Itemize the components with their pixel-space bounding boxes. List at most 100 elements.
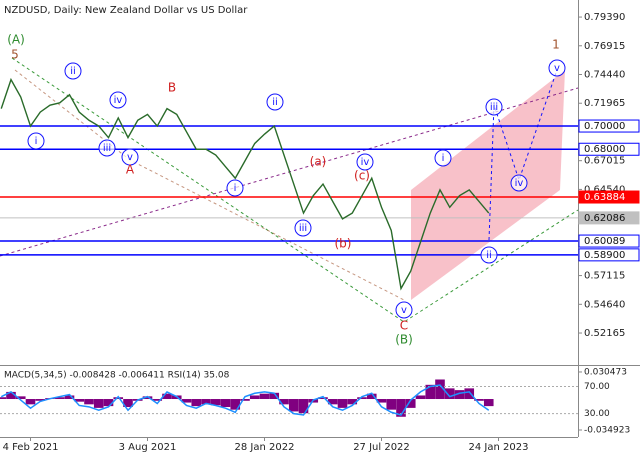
macd-bar — [162, 393, 172, 400]
macd-bar — [220, 399, 231, 408]
macd-bar — [64, 395, 75, 400]
wave-circle — [121, 148, 139, 166]
y-tick-label: 0.67015 — [584, 156, 625, 167]
level-label: 0.60089 — [584, 236, 625, 247]
macd-bar — [249, 395, 260, 400]
macd-bar — [259, 393, 270, 400]
y-tick-label: 0.57115 — [584, 271, 625, 282]
macd-bar — [337, 399, 348, 408]
macd-bar — [288, 399, 299, 412]
wave-circle — [64, 62, 82, 80]
wave-circle — [395, 301, 413, 319]
wave-label: 1 — [552, 38, 560, 52]
macd-bar — [464, 388, 475, 400]
level-label: 0.58900 — [584, 250, 625, 261]
wave-label: (A) — [7, 33, 25, 47]
wave-label: ii — [486, 250, 492, 261]
projection — [488, 69, 558, 241]
wave-label: A — [126, 163, 135, 177]
wave-label: iii — [103, 143, 111, 154]
macd-bar — [347, 399, 358, 405]
macd-bar — [6, 391, 16, 400]
macd-bar — [318, 397, 328, 400]
wave-label: (B) — [395, 333, 413, 347]
y-tick-label: 0.74440 — [584, 70, 625, 81]
macd-bar — [152, 399, 163, 401]
macd-bar — [93, 399, 104, 408]
wave-label: i — [234, 183, 237, 194]
wave-circle — [98, 139, 116, 157]
channel — [411, 70, 565, 300]
macd-bar — [201, 399, 211, 405]
level-box — [578, 142, 640, 156]
wave-label: iv — [114, 95, 123, 106]
wave-label: i — [35, 136, 38, 147]
level-box — [578, 234, 640, 248]
wave-circle — [356, 153, 374, 171]
macd-bar — [444, 388, 455, 400]
wave-label: iii — [299, 223, 307, 234]
wave-circle — [27, 132, 45, 150]
macd-bar — [327, 399, 338, 405]
level-label: 0.62086 — [584, 213, 625, 224]
macd-bar — [415, 395, 426, 400]
y-tick-label: 0.79390 — [584, 12, 625, 23]
macd-bar — [279, 399, 289, 405]
wave-circle — [485, 98, 503, 116]
wave-label: C — [400, 319, 408, 333]
y-tick-label: -0.034923 — [584, 426, 630, 436]
wave-label: i — [442, 153, 445, 164]
wave-circle — [294, 219, 312, 237]
macd-bar — [54, 397, 65, 400]
macd-bar — [425, 384, 436, 400]
macd-bar — [15, 396, 26, 400]
y-tick-label: 0.71965 — [584, 98, 625, 109]
macd-bar — [298, 399, 309, 414]
macd-bar — [84, 399, 94, 405]
level-label: 0.70000 — [584, 121, 625, 132]
macd-bar — [0, 397, 7, 400]
y-tick-label: 0.54640 — [584, 299, 625, 310]
x-tick-label: 28 Jan 2022 — [235, 442, 295, 453]
macd-bar — [376, 399, 387, 403]
wave-label: (c) — [354, 169, 370, 183]
price-line — [0, 77, 490, 291]
level-label: 0.68000 — [584, 144, 625, 155]
level-box — [578, 190, 640, 204]
wave-label: iv — [361, 157, 370, 168]
macd-bar — [366, 393, 377, 400]
wave-label: ii — [70, 66, 76, 77]
y-tick-label: 0.030473 — [584, 367, 627, 377]
macd-bar — [230, 399, 241, 410]
macd-bar — [474, 399, 484, 401]
macd-bar — [142, 396, 153, 400]
x-tick-label: 3 Aug 2021 — [119, 442, 177, 453]
level-label: 0.63884 — [584, 192, 625, 203]
trend-line — [11, 57, 579, 323]
macd-bar — [35, 399, 46, 401]
macd-bar — [74, 399, 85, 402]
wave-label: iv — [515, 178, 524, 189]
macd-bar — [405, 399, 416, 408]
macd-bar — [113, 397, 124, 400]
wave-label: iii — [490, 102, 498, 113]
macd-bar — [181, 399, 192, 403]
level-box — [578, 248, 640, 262]
x-tick-label: 24 Jan 2023 — [469, 442, 529, 453]
chart-title: NZDUSD, Daily: New Zealand Dollar vs US … — [4, 5, 248, 16]
macd-bar — [103, 399, 114, 407]
macd-bar — [483, 399, 494, 407]
wave-circle — [548, 59, 566, 77]
wave-circle — [109, 91, 127, 109]
wave-circle — [226, 179, 244, 197]
macd-bar — [269, 392, 280, 400]
wave-circle — [510, 174, 528, 192]
macd-bar — [210, 399, 221, 406]
wave-label: v — [127, 152, 133, 163]
indicator-title: MACD(5,34,5) -0.008428 -0.006411 RSI(14)… — [4, 371, 230, 381]
wave-circle — [266, 93, 284, 111]
level-box — [578, 211, 640, 225]
macd-bar — [123, 399, 133, 408]
wave-circle — [480, 246, 498, 264]
